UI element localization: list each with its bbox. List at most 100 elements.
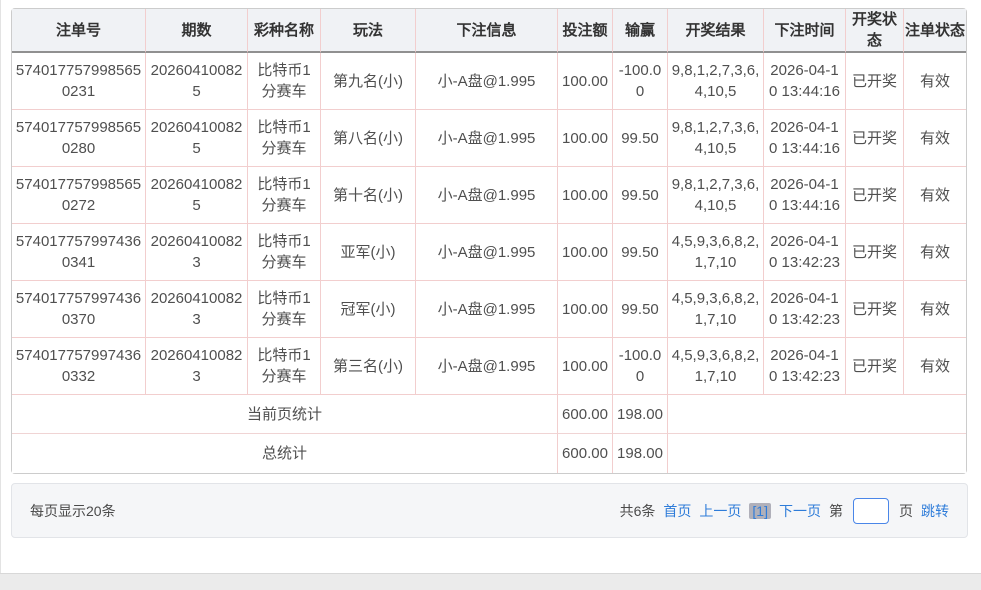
summary-win-loss: 198.00 xyxy=(613,395,668,434)
cell-draw_status: 已开奖 xyxy=(846,167,904,224)
cell-play_type: 第十名(小) xyxy=(321,167,416,224)
cell-bet_info: 小-A盘@1.995 xyxy=(416,338,558,395)
cell-bet_amount: 100.00 xyxy=(558,167,613,224)
column-header-order_status: 注单状态 xyxy=(904,9,966,53)
cell-draw_result: 9,8,1,2,7,3,6,4,10,5 xyxy=(668,110,764,167)
cell-win_loss: 99.50 xyxy=(613,224,668,281)
cell-win_loss: 99.50 xyxy=(613,167,668,224)
cell-lottery_name: 比特币1分赛车 xyxy=(248,281,321,338)
cell-bet_info: 小-A盘@1.995 xyxy=(416,167,558,224)
cell-order_status: 有效 xyxy=(904,53,966,110)
cell-order_status: 有效 xyxy=(904,281,966,338)
cell-period: 202604100825 xyxy=(146,53,248,110)
cell-draw_result: 4,5,9,3,6,8,2,1,7,10 xyxy=(668,281,764,338)
bet-records-table: 注单号 期数 彩种名称 玩法 下注信息 投注额 输赢 开奖结果 下注时间 开奖状态 注单状态 574… xyxy=(11,8,967,474)
column-header-draw_status: 开奖状态 xyxy=(846,9,904,53)
cell-win_loss: 99.50 xyxy=(613,110,668,167)
per-page-text: 每页显示20条 xyxy=(30,502,116,519)
first-page-link[interactable]: 首页 xyxy=(663,502,692,519)
summary-bet-amount: 600.00 xyxy=(558,434,613,473)
cell-lottery_name: 比特币1分赛车 xyxy=(248,53,321,110)
cell-order_no: 5740177579974360332 xyxy=(12,338,146,395)
cell-bet_time: 2026-04-10 13:42:23 xyxy=(764,281,846,338)
column-header-bet_info: 下注信息 xyxy=(416,9,558,53)
table-row: 5740177579985650280 202604100825 比特币1分赛车 第八… xyxy=(12,110,966,167)
pagination-controls: 共6条 首页 上一页 [1] 下一页 第 页 跳转 xyxy=(619,497,949,524)
summary-win-loss: 198.00 xyxy=(613,434,668,473)
cell-period: 202604100823 xyxy=(146,338,248,395)
cell-bet_amount: 100.00 xyxy=(558,224,613,281)
next-page-link[interactable]: 下一页 xyxy=(779,502,821,519)
left-edge-divider xyxy=(0,0,1,573)
pagination-bar: 每页显示20条 共6条 首页 上一页 [1] 下一页 第 页 跳转 xyxy=(11,483,968,538)
jump-page-link[interactable]: 跳转 xyxy=(921,502,949,519)
cell-lottery_name: 比特币1分赛车 xyxy=(248,167,321,224)
cell-play_type: 第八名(小) xyxy=(321,110,416,167)
cell-draw_result: 9,8,1,2,7,3,6,4,10,5 xyxy=(668,167,764,224)
cell-draw_status: 已开奖 xyxy=(846,53,904,110)
cell-bet_time: 2026-04-10 13:44:16 xyxy=(764,167,846,224)
cell-period: 202604100825 xyxy=(146,167,248,224)
cell-order_status: 有效 xyxy=(904,224,966,281)
cell-bet_amount: 100.00 xyxy=(558,281,613,338)
cell-win_loss: 99.50 xyxy=(613,281,668,338)
cell-bet_time: 2026-04-10 13:44:16 xyxy=(764,53,846,110)
cell-draw_result: 4,5,9,3,6,8,2,1,7,10 xyxy=(668,338,764,395)
column-header-play_type: 玩法 xyxy=(321,9,416,53)
cell-play_type: 第三名(小) xyxy=(321,338,416,395)
cell-lottery_name: 比特币1分赛车 xyxy=(248,110,321,167)
cell-order_status: 有效 xyxy=(904,167,966,224)
cell-period: 202604100825 xyxy=(146,110,248,167)
column-header-draw_result: 开奖结果 xyxy=(668,9,764,53)
column-header-bet_time: 下注时间 xyxy=(764,9,846,53)
cell-draw_status: 已开奖 xyxy=(846,110,904,167)
cell-order_no: 5740177579974360341 xyxy=(12,224,146,281)
column-header-lottery_name: 彩种名称 xyxy=(248,9,321,53)
table-row: 5740177579974360341 202604100823 比特币1分赛车 亚军… xyxy=(12,224,966,281)
table-header: 注单号 期数 彩种名称 玩法 下注信息 投注额 输赢 开奖结果 下注时间 开奖状态 注单状态 xyxy=(12,9,966,53)
table-row: 5740177579974360332 202604100823 比特币1分赛车 第三… xyxy=(12,338,966,395)
cell-lottery_name: 比特币1分赛车 xyxy=(248,224,321,281)
total-count-text: 共6条 xyxy=(619,502,656,519)
cell-draw_result: 9,8,1,2,7,3,6,4,10,5 xyxy=(668,53,764,110)
cell-win_loss: -100.00 xyxy=(613,338,668,395)
summary-row: 总统计 600.00 198.00 xyxy=(12,434,966,473)
column-header-order_no: 注单号 xyxy=(12,9,146,53)
cell-bet_time: 2026-04-10 13:42:23 xyxy=(764,338,846,395)
cell-bet_amount: 100.00 xyxy=(558,53,613,110)
cell-bet_info: 小-A盘@1.995 xyxy=(416,281,558,338)
cell-play_type: 第九名(小) xyxy=(321,53,416,110)
cell-lottery_name: 比特币1分赛车 xyxy=(248,338,321,395)
table-header-row: 注单号 期数 彩种名称 玩法 下注信息 投注额 输赢 开奖结果 下注时间 开奖状态 注单状态 xyxy=(12,9,966,53)
cell-order_no: 5740177579985650280 xyxy=(12,110,146,167)
table-row: 5740177579974360370 202604100823 比特币1分赛车 冠军… xyxy=(12,281,966,338)
cell-play_type: 冠军(小) xyxy=(321,281,416,338)
cell-bet_amount: 100.00 xyxy=(558,110,613,167)
summary-bet-amount: 600.00 xyxy=(558,395,613,434)
cell-bet_time: 2026-04-10 13:44:16 xyxy=(764,110,846,167)
cell-bet_amount: 100.00 xyxy=(558,338,613,395)
summary-empty xyxy=(668,434,966,473)
page-number-input[interactable] xyxy=(853,497,889,524)
cell-bet_time: 2026-04-10 13:42:23 xyxy=(764,224,846,281)
bottom-page-band xyxy=(0,573,981,590)
summary-empty xyxy=(668,395,966,434)
cell-win_loss: -100.00 xyxy=(613,53,668,110)
prev-page-link[interactable]: 上一页 xyxy=(699,502,742,519)
bet-records-page: 注单号 期数 彩种名称 玩法 下注信息 投注额 输赢 开奖结果 下注时间 开奖状态 注单状态 574… xyxy=(11,8,968,538)
cell-period: 202604100823 xyxy=(146,281,248,338)
column-header-bet_amount: 投注额 xyxy=(558,9,613,53)
cell-period: 202604100823 xyxy=(146,224,248,281)
cell-order_no: 5740177579985650231 xyxy=(12,53,146,110)
page-suffix-label: 页 xyxy=(899,502,913,519)
cell-order_status: 有效 xyxy=(904,338,966,395)
cell-bet_info: 小-A盘@1.995 xyxy=(416,53,558,110)
summary-label: 当前页统计 xyxy=(12,395,558,434)
current-page-indicator[interactable]: [1] xyxy=(749,502,771,519)
cell-draw_status: 已开奖 xyxy=(846,338,904,395)
summary-row: 当前页统计 600.00 198.00 xyxy=(12,395,966,434)
cell-bet_info: 小-A盘@1.995 xyxy=(416,110,558,167)
cell-play_type: 亚军(小) xyxy=(321,224,416,281)
page-prefix-label: 第 xyxy=(829,502,843,519)
summary-label: 总统计 xyxy=(12,434,558,473)
